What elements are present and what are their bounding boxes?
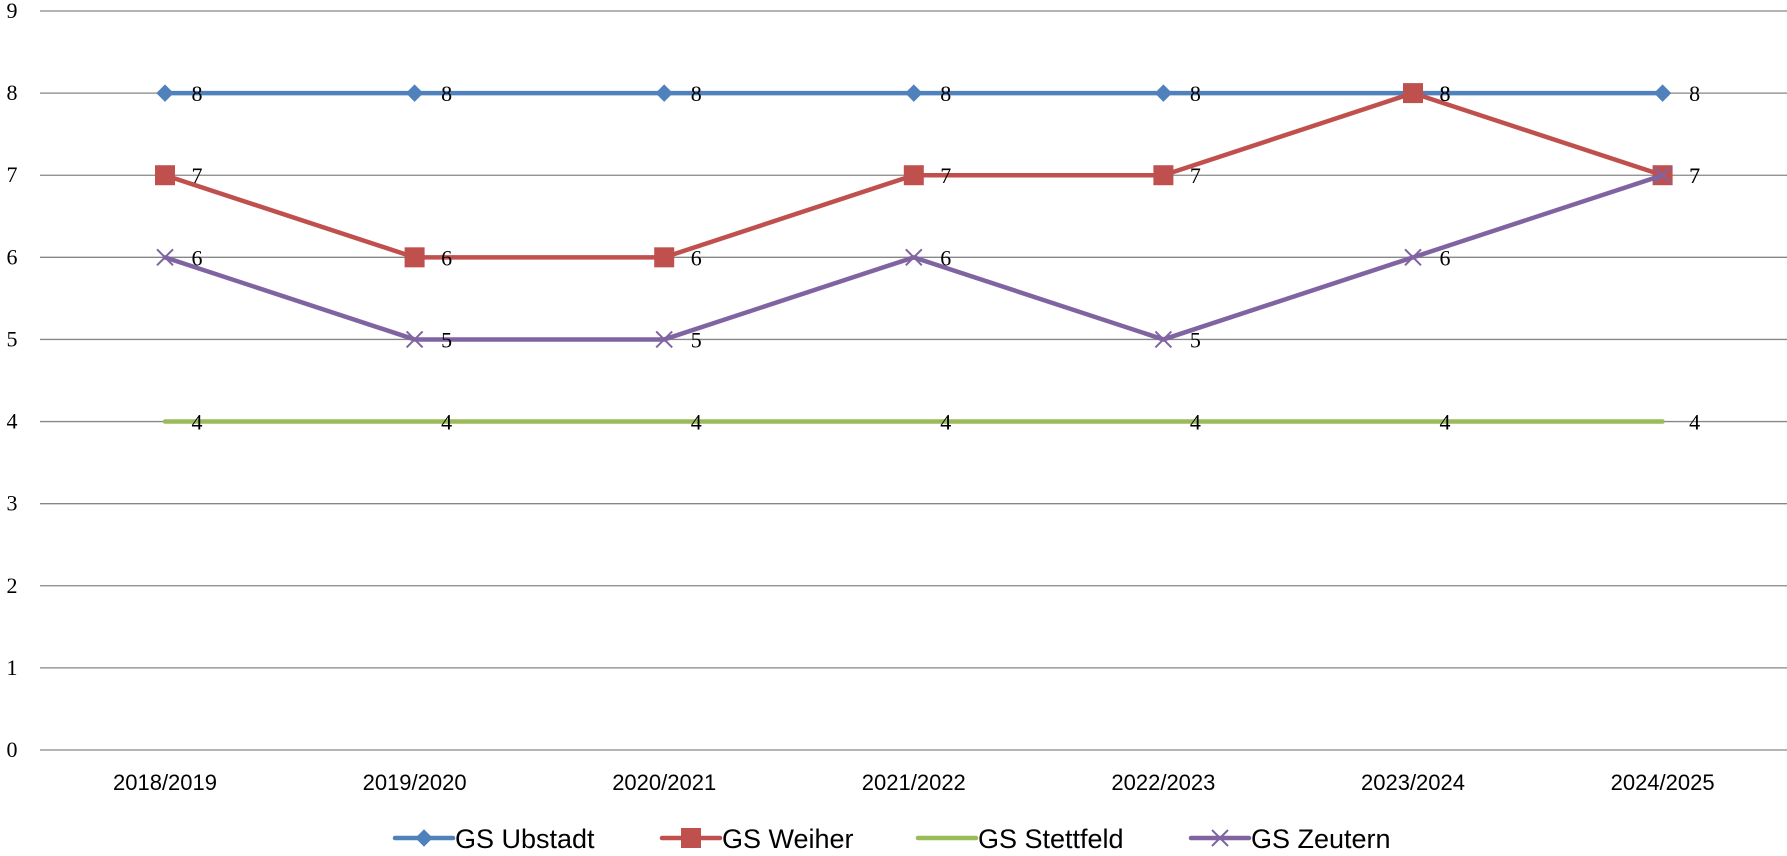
legend-marker: [1211, 829, 1229, 847]
data-point: [156, 248, 174, 267]
data-label: 8: [441, 81, 452, 106]
data-label: 5: [441, 327, 452, 352]
y-tick-label: 3: [7, 491, 18, 516]
legend-label: GS Zeutern: [1251, 824, 1391, 854]
y-tick-label: 8: [7, 80, 18, 105]
data-point: [655, 330, 673, 349]
x-tick-label: 2019/2020: [363, 770, 467, 795]
legend-marker: [681, 828, 701, 848]
legend-label: GS Weiher: [722, 824, 854, 854]
data-point: [905, 84, 923, 102]
x-tick-label: 2020/2021: [612, 770, 716, 795]
data-point: [1653, 166, 1672, 184]
grid-layer: [40, 10, 1787, 751]
y-tick-label: 7: [7, 162, 18, 187]
data-point: [1404, 248, 1422, 267]
data-label: 7: [192, 163, 203, 188]
legend-label: GS Stettfeld: [978, 824, 1124, 854]
data-label: 8: [691, 81, 702, 106]
data-point: [155, 165, 175, 186]
data-label: 8: [192, 81, 203, 106]
data-label: 6: [691, 245, 702, 270]
y-tick-label: 2: [7, 573, 18, 598]
data-label: 8: [1440, 81, 1451, 106]
x-tick-label: 2022/2023: [1111, 770, 1215, 795]
data-point: [405, 84, 424, 102]
data-point: [1403, 83, 1423, 104]
y-tick-label: 9: [7, 0, 18, 23]
data-label: 4: [940, 410, 951, 435]
y-tick-label: 0: [7, 737, 18, 762]
data-point: [655, 84, 673, 102]
data-label: 7: [1190, 163, 1201, 188]
data-point: [1154, 84, 1173, 102]
y-tick-label: 1: [7, 655, 18, 680]
legend: GS Ubstadt GS Weiher GS Stettfeld GS Zeuter…: [392, 824, 1391, 854]
data-label: 4: [441, 410, 452, 435]
data-label: 8: [1440, 81, 1451, 106]
data-label: 5: [1190, 327, 1201, 352]
data-point: [1154, 330, 1173, 349]
x-tick-label: 2023/2024: [1361, 770, 1465, 795]
data-label: 6: [441, 245, 452, 270]
y-tick-label: 6: [7, 244, 18, 269]
data-label: 8: [1689, 81, 1700, 106]
data-label: 6: [940, 245, 951, 270]
data-label: 4: [1440, 410, 1451, 435]
data-label: 6: [1440, 245, 1451, 270]
x-tick-label: 2018/2019: [113, 770, 217, 795]
data-label: 4: [691, 410, 702, 435]
data-point: [1153, 165, 1174, 186]
y-tick-label: 5: [7, 326, 18, 351]
legend-marker: [415, 829, 433, 847]
data-label: 7: [1689, 163, 1700, 188]
data-point: [156, 84, 174, 102]
data-label: 8: [940, 81, 951, 106]
x-tick-label: 2021/2022: [862, 770, 966, 795]
data-label: 7: [940, 163, 951, 188]
axis-layer: 0 1 2 3 4 5 6 7 8 9 2018/2019 2019/2020 2020/2021 202…: [7, 0, 1715, 795]
data-label: 5: [691, 327, 702, 352]
data-point: [1653, 84, 1672, 102]
data-label: 4: [192, 410, 203, 435]
series-layer: [155, 83, 1673, 424]
legend-label: GS Ubstadt: [455, 824, 595, 854]
data-label: 4: [1689, 410, 1700, 435]
data-point: [404, 247, 425, 268]
data-label: 4: [1190, 410, 1201, 435]
data-label: 6: [192, 245, 203, 270]
data-label: 8: [1190, 81, 1201, 106]
data-point: [905, 248, 923, 267]
data-label: 7: [1689, 163, 1700, 188]
data-point: [903, 165, 924, 186]
x-tick-label: 2024/2025: [1611, 770, 1715, 795]
y-tick-label: 4: [7, 409, 18, 434]
data-point: [405, 330, 424, 349]
data-point: [654, 247, 675, 268]
